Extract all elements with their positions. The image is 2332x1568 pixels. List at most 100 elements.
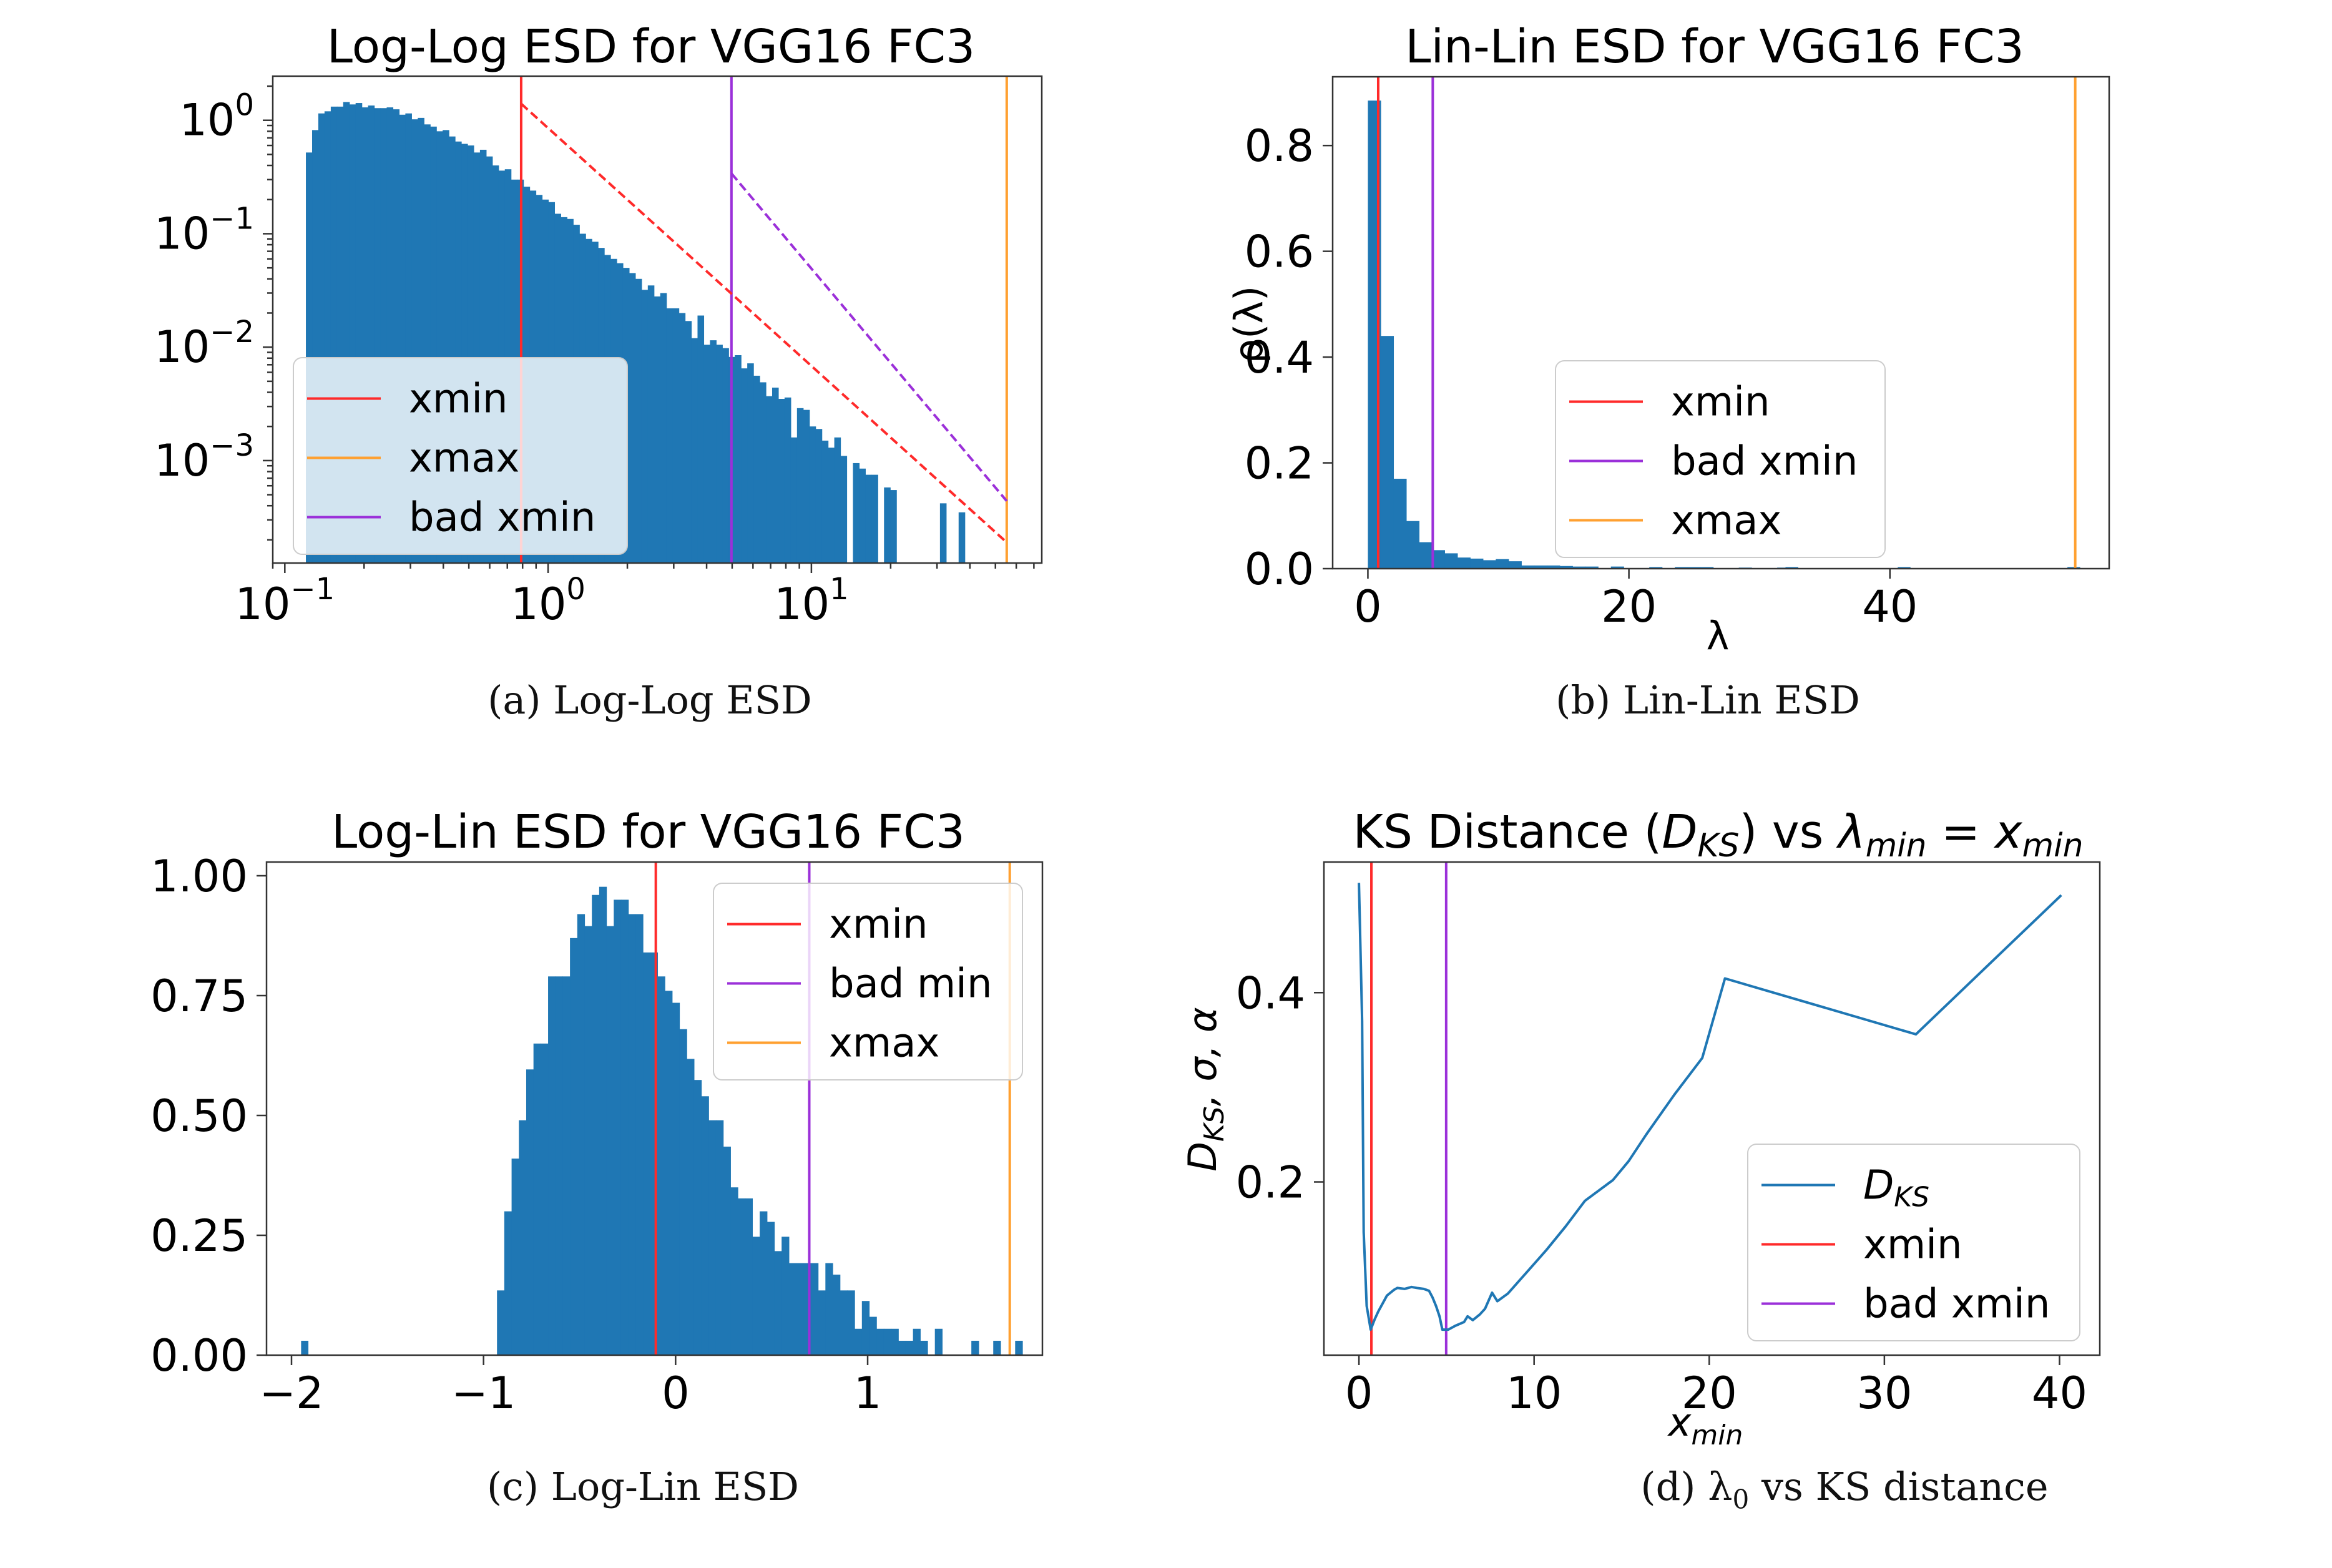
histogram-bar	[424, 124, 431, 563]
histogram-bar	[865, 474, 872, 563]
histogram-bar	[708, 1120, 717, 1355]
histogram-bar	[1508, 561, 1522, 569]
histogram-bar	[958, 512, 966, 563]
histogram-bar	[479, 149, 487, 563]
histogram-bar	[1393, 478, 1407, 569]
histogram-bar	[548, 976, 556, 1355]
histogram-bar	[455, 141, 462, 563]
tick-exponent: −2	[210, 315, 254, 350]
chart-title-d: KS Distance (DKS) vs λmin = xmin	[1353, 805, 2083, 865]
caption-c: (c) Log-Lin ESD	[486, 1464, 800, 1509]
histogram-bar	[847, 1290, 855, 1355]
histogram-bar	[1482, 560, 1496, 569]
histogram-bar	[788, 1263, 797, 1355]
y-tick-label: 0.25	[150, 1210, 248, 1262]
histogram-bar	[318, 113, 325, 563]
histogram-bar	[784, 397, 791, 563]
histogram-bar	[436, 131, 443, 563]
histogram-bar	[859, 468, 866, 563]
chart-title-a: Log-Log ESD for VGG16 FC3	[327, 20, 975, 74]
histogram-bar	[672, 1002, 680, 1355]
y-tick-label: 0.2	[1236, 1157, 1305, 1208]
tick-exponent: −1	[210, 201, 254, 236]
tick-base: 10	[179, 95, 235, 146]
histogram-bar	[577, 914, 585, 1355]
y-tick-label: 0.4	[1245, 332, 1314, 383]
tick-base: 10	[511, 579, 566, 630]
histogram-bar	[752, 1237, 760, 1355]
histogram-bar	[647, 285, 655, 563]
caption-b: (b) Lin-Lin ESD	[1555, 677, 1860, 723]
legend-box	[293, 357, 628, 555]
histogram-bar	[1380, 336, 1394, 569]
x-tick-label: 0	[1345, 1368, 1373, 1419]
histogram-bar	[654, 296, 661, 563]
legend-D: D	[1863, 1163, 1894, 1209]
histogram-bar	[876, 1328, 884, 1355]
bars-c	[301, 886, 1023, 1355]
histogram-bar	[939, 503, 947, 563]
tick-base: 10	[154, 435, 210, 486]
y-tick-label: 0.50	[150, 1090, 248, 1142]
histogram-bar	[710, 340, 717, 563]
tick-exponent: −1	[290, 572, 335, 607]
histogram-bar	[629, 273, 636, 563]
legend-label: bad xmin	[1671, 439, 1858, 485]
ylabel-rest: , σ, α	[1180, 1007, 1225, 1106]
histogram-bar	[1675, 567, 1688, 569]
histogram-bar	[810, 1263, 819, 1355]
series-line-dks	[1358, 883, 2062, 1331]
histogram-bar	[374, 108, 381, 563]
title-lambda: λ	[1836, 805, 1866, 859]
y-tick-label: 0.75	[150, 971, 248, 1022]
histogram-bar	[760, 382, 767, 563]
chart-title-c: Log-Lin ESD for VGG16 FC3	[331, 805, 965, 859]
histogram-bar	[1898, 567, 1911, 569]
y-tick-label: 100	[179, 88, 254, 146]
histogram-bar	[541, 1043, 549, 1355]
histogram-bar	[526, 1069, 534, 1355]
histogram-bar	[818, 1290, 826, 1355]
legend-box	[713, 883, 1023, 1080]
legend-label: bad xmin	[1863, 1281, 2050, 1328]
histogram-bar	[1431, 550, 1445, 569]
histogram-bar	[753, 375, 760, 563]
histogram-bar	[971, 1340, 979, 1355]
histogram-bar	[660, 293, 667, 563]
histogram-bar	[796, 1263, 804, 1355]
y-tick-label: 0.8	[1245, 120, 1314, 172]
title-min2: min	[2022, 827, 2084, 865]
histogram-bar	[641, 290, 649, 563]
histogram-bar	[735, 355, 742, 563]
histogram-bar	[853, 463, 860, 563]
legend-label: bad xmin	[409, 495, 595, 541]
y-tick-label: 0.0	[1245, 544, 1314, 595]
caption-d-prefix: (d) λ	[1640, 1464, 1733, 1509]
histogram-bar	[1457, 557, 1471, 569]
histogram-bar	[701, 1096, 709, 1355]
histogram-bar	[840, 456, 848, 563]
histogram-bar	[687, 1059, 695, 1355]
histogram-bar	[861, 1301, 870, 1355]
legend-sub: KS	[1894, 1182, 1929, 1213]
histogram-bar	[803, 409, 810, 563]
title-eq: =	[1927, 805, 1995, 859]
legend-label: xmin	[829, 902, 928, 948]
legend-label: xmin	[409, 376, 508, 423]
x-tick-label: 0	[662, 1368, 690, 1419]
tick-base: 10	[774, 579, 830, 630]
x-tick-label: 10−1	[235, 572, 335, 630]
xlabel-x: x	[1667, 1399, 1692, 1445]
histogram-bar	[790, 437, 798, 563]
histogram-bar	[898, 1340, 906, 1355]
legend-label: DKS	[1863, 1163, 1929, 1213]
histogram-bar	[461, 144, 468, 563]
histogram-bar	[1649, 567, 1663, 569]
histogram-bar	[519, 1120, 527, 1355]
histogram-bar	[679, 1029, 687, 1355]
histogram-bar	[643, 952, 651, 1355]
histogram-bar	[716, 345, 723, 563]
histogram-bar	[796, 408, 804, 563]
